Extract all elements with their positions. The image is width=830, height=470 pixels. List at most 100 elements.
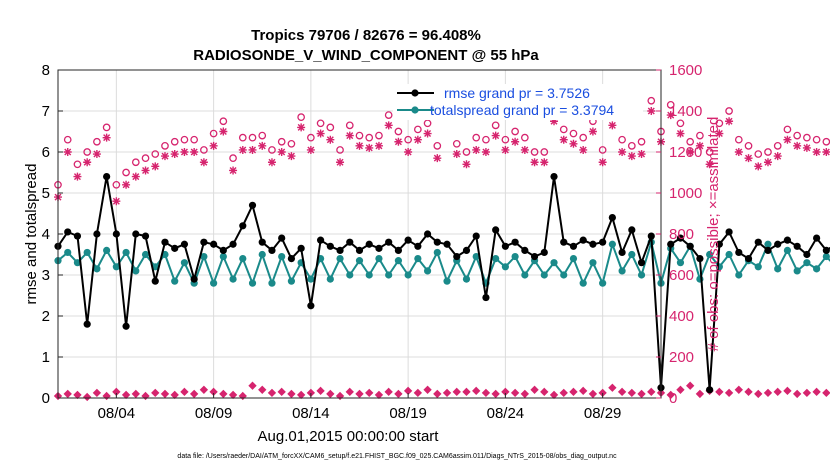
y-right-tick-label: 1000 [669,185,702,202]
point-assimilated [287,152,295,160]
point-possible [745,143,751,149]
legend: rmse grand pr = 3.7526 totalspread grand… [393,84,643,120]
point-possible [823,139,829,145]
point-assimilated [638,150,646,158]
rmse-point [609,214,616,221]
point-rejected [735,386,742,393]
rmse-point [570,243,577,250]
rmse-point [346,239,353,246]
point-possible [755,151,761,157]
point-assimilated [511,138,519,146]
point-possible [804,134,810,140]
spread-point [84,249,91,256]
point-assimilated [472,146,480,154]
spread-point [774,265,781,272]
y-axis-label: rmse and totalspread [23,164,40,305]
spread-point [443,278,450,285]
spread-point [803,259,810,266]
spread-point [823,253,830,260]
rmse-point [618,249,625,256]
point-assimilated [297,123,305,131]
rmse-point [735,249,742,256]
y-tick-label: 2 [42,308,50,325]
point-assimilated [200,158,208,166]
point-assimilated [754,162,762,170]
spread-point [288,278,295,285]
rmse-point [424,230,431,237]
rmse-point [220,247,227,254]
point-possible [794,132,800,138]
rmse-point [229,241,236,248]
point-assimilated [249,146,257,154]
rmse-point [541,249,548,256]
spread-point [434,249,441,256]
spread-point [570,255,577,262]
rmse-point [696,255,703,262]
point-assimilated [317,130,325,138]
point-assimilated [394,138,402,146]
point-assimilated [531,158,539,166]
point-assimilated [385,121,393,129]
point-possible [775,143,781,149]
point-assimilated [278,148,286,156]
y-right-tick-label: 800 [669,226,694,243]
rmse-point [93,230,100,237]
rmse-point [317,237,324,244]
point-assimilated [229,166,237,174]
rmse-point [589,241,596,248]
point-possible [677,120,683,126]
point-rejected [716,388,723,395]
rmse-point [132,230,139,237]
rmse-point [395,247,402,254]
point-assimilated [569,140,577,148]
rmse-point [103,173,110,180]
point-assimilated [482,148,490,156]
rmse-point [366,241,373,248]
spread-point [725,251,732,258]
spread-point [385,271,392,278]
point-assimilated [414,136,422,144]
point-assimilated [171,150,179,158]
y-tick-label: 6 [42,144,50,161]
spread-point [346,271,353,278]
point-assimilated [540,158,548,166]
point-assimilated [433,154,441,162]
y-tick-label: 0 [42,390,50,407]
spread-point [405,271,412,278]
spread-point [541,271,548,278]
spread-point [492,255,499,262]
rmse-point [706,386,713,393]
rmse-point [375,245,382,252]
point-assimilated [93,150,101,158]
y-right-tick-label: 1400 [669,103,702,120]
point-assimilated [745,154,753,162]
rmse-point [249,202,256,209]
point-assimilated [725,117,733,125]
spread-point [638,271,645,278]
point-assimilated [132,173,140,181]
point-assimilated [453,150,461,158]
point-assimilated [375,142,383,150]
x-tick-label: 08/09 [195,405,233,422]
rmse-point [288,255,295,262]
spread-point [307,276,314,283]
y-right-tick-label: 1200 [669,144,702,161]
point-rejected [687,382,694,389]
point-assimilated [83,158,91,166]
spread-point [239,255,246,262]
spread-point [268,280,275,287]
point-assimilated [608,121,616,129]
spread-point [560,271,567,278]
rmse-point [725,228,732,235]
point-assimilated [356,142,364,150]
point-assimilated [142,166,150,174]
spread-point [735,271,742,278]
point-assimilated [579,146,587,154]
point-rejected [784,387,791,394]
point-assimilated [822,148,830,156]
spread-point [550,259,557,266]
point-assimilated [64,148,72,156]
rmse-point [473,232,480,239]
rmse-point [492,226,499,233]
point-assimilated [676,130,684,138]
